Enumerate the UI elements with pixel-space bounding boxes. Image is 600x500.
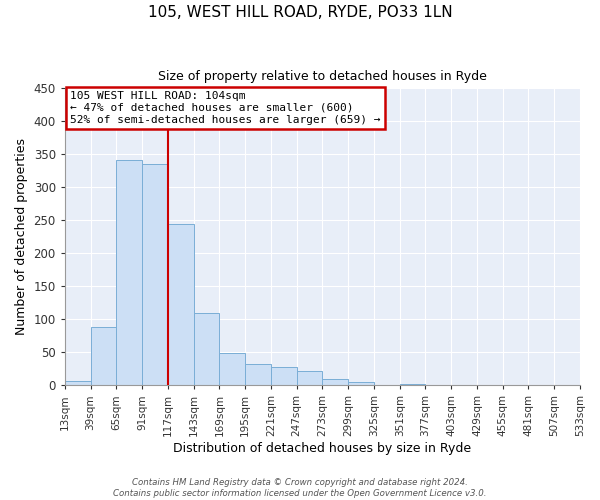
Bar xyxy=(271,368,296,386)
Bar xyxy=(65,380,91,386)
Text: 105, WEST HILL ROAD, RYDE, PO33 1LN: 105, WEST HILL ROAD, RYDE, PO33 1LN xyxy=(148,5,452,20)
Bar xyxy=(296,371,322,386)
Bar xyxy=(348,382,374,386)
Bar xyxy=(400,384,425,386)
Text: Contains HM Land Registry data © Crown copyright and database right 2024.
Contai: Contains HM Land Registry data © Crown c… xyxy=(113,478,487,498)
Bar xyxy=(116,160,142,386)
Text: 105 WEST HILL ROAD: 104sqm
← 47% of detached houses are smaller (600)
52% of sem: 105 WEST HILL ROAD: 104sqm ← 47% of deta… xyxy=(70,92,380,124)
Bar xyxy=(168,224,194,386)
Y-axis label: Number of detached properties: Number of detached properties xyxy=(15,138,28,336)
Bar xyxy=(91,327,116,386)
X-axis label: Distribution of detached houses by size in Ryde: Distribution of detached houses by size … xyxy=(173,442,472,455)
Title: Size of property relative to detached houses in Ryde: Size of property relative to detached ho… xyxy=(158,70,487,83)
Bar xyxy=(529,384,554,386)
Bar xyxy=(220,353,245,386)
Bar xyxy=(477,384,503,386)
Bar xyxy=(194,312,220,386)
Bar xyxy=(142,164,168,386)
Bar xyxy=(322,378,348,386)
Bar xyxy=(245,364,271,386)
